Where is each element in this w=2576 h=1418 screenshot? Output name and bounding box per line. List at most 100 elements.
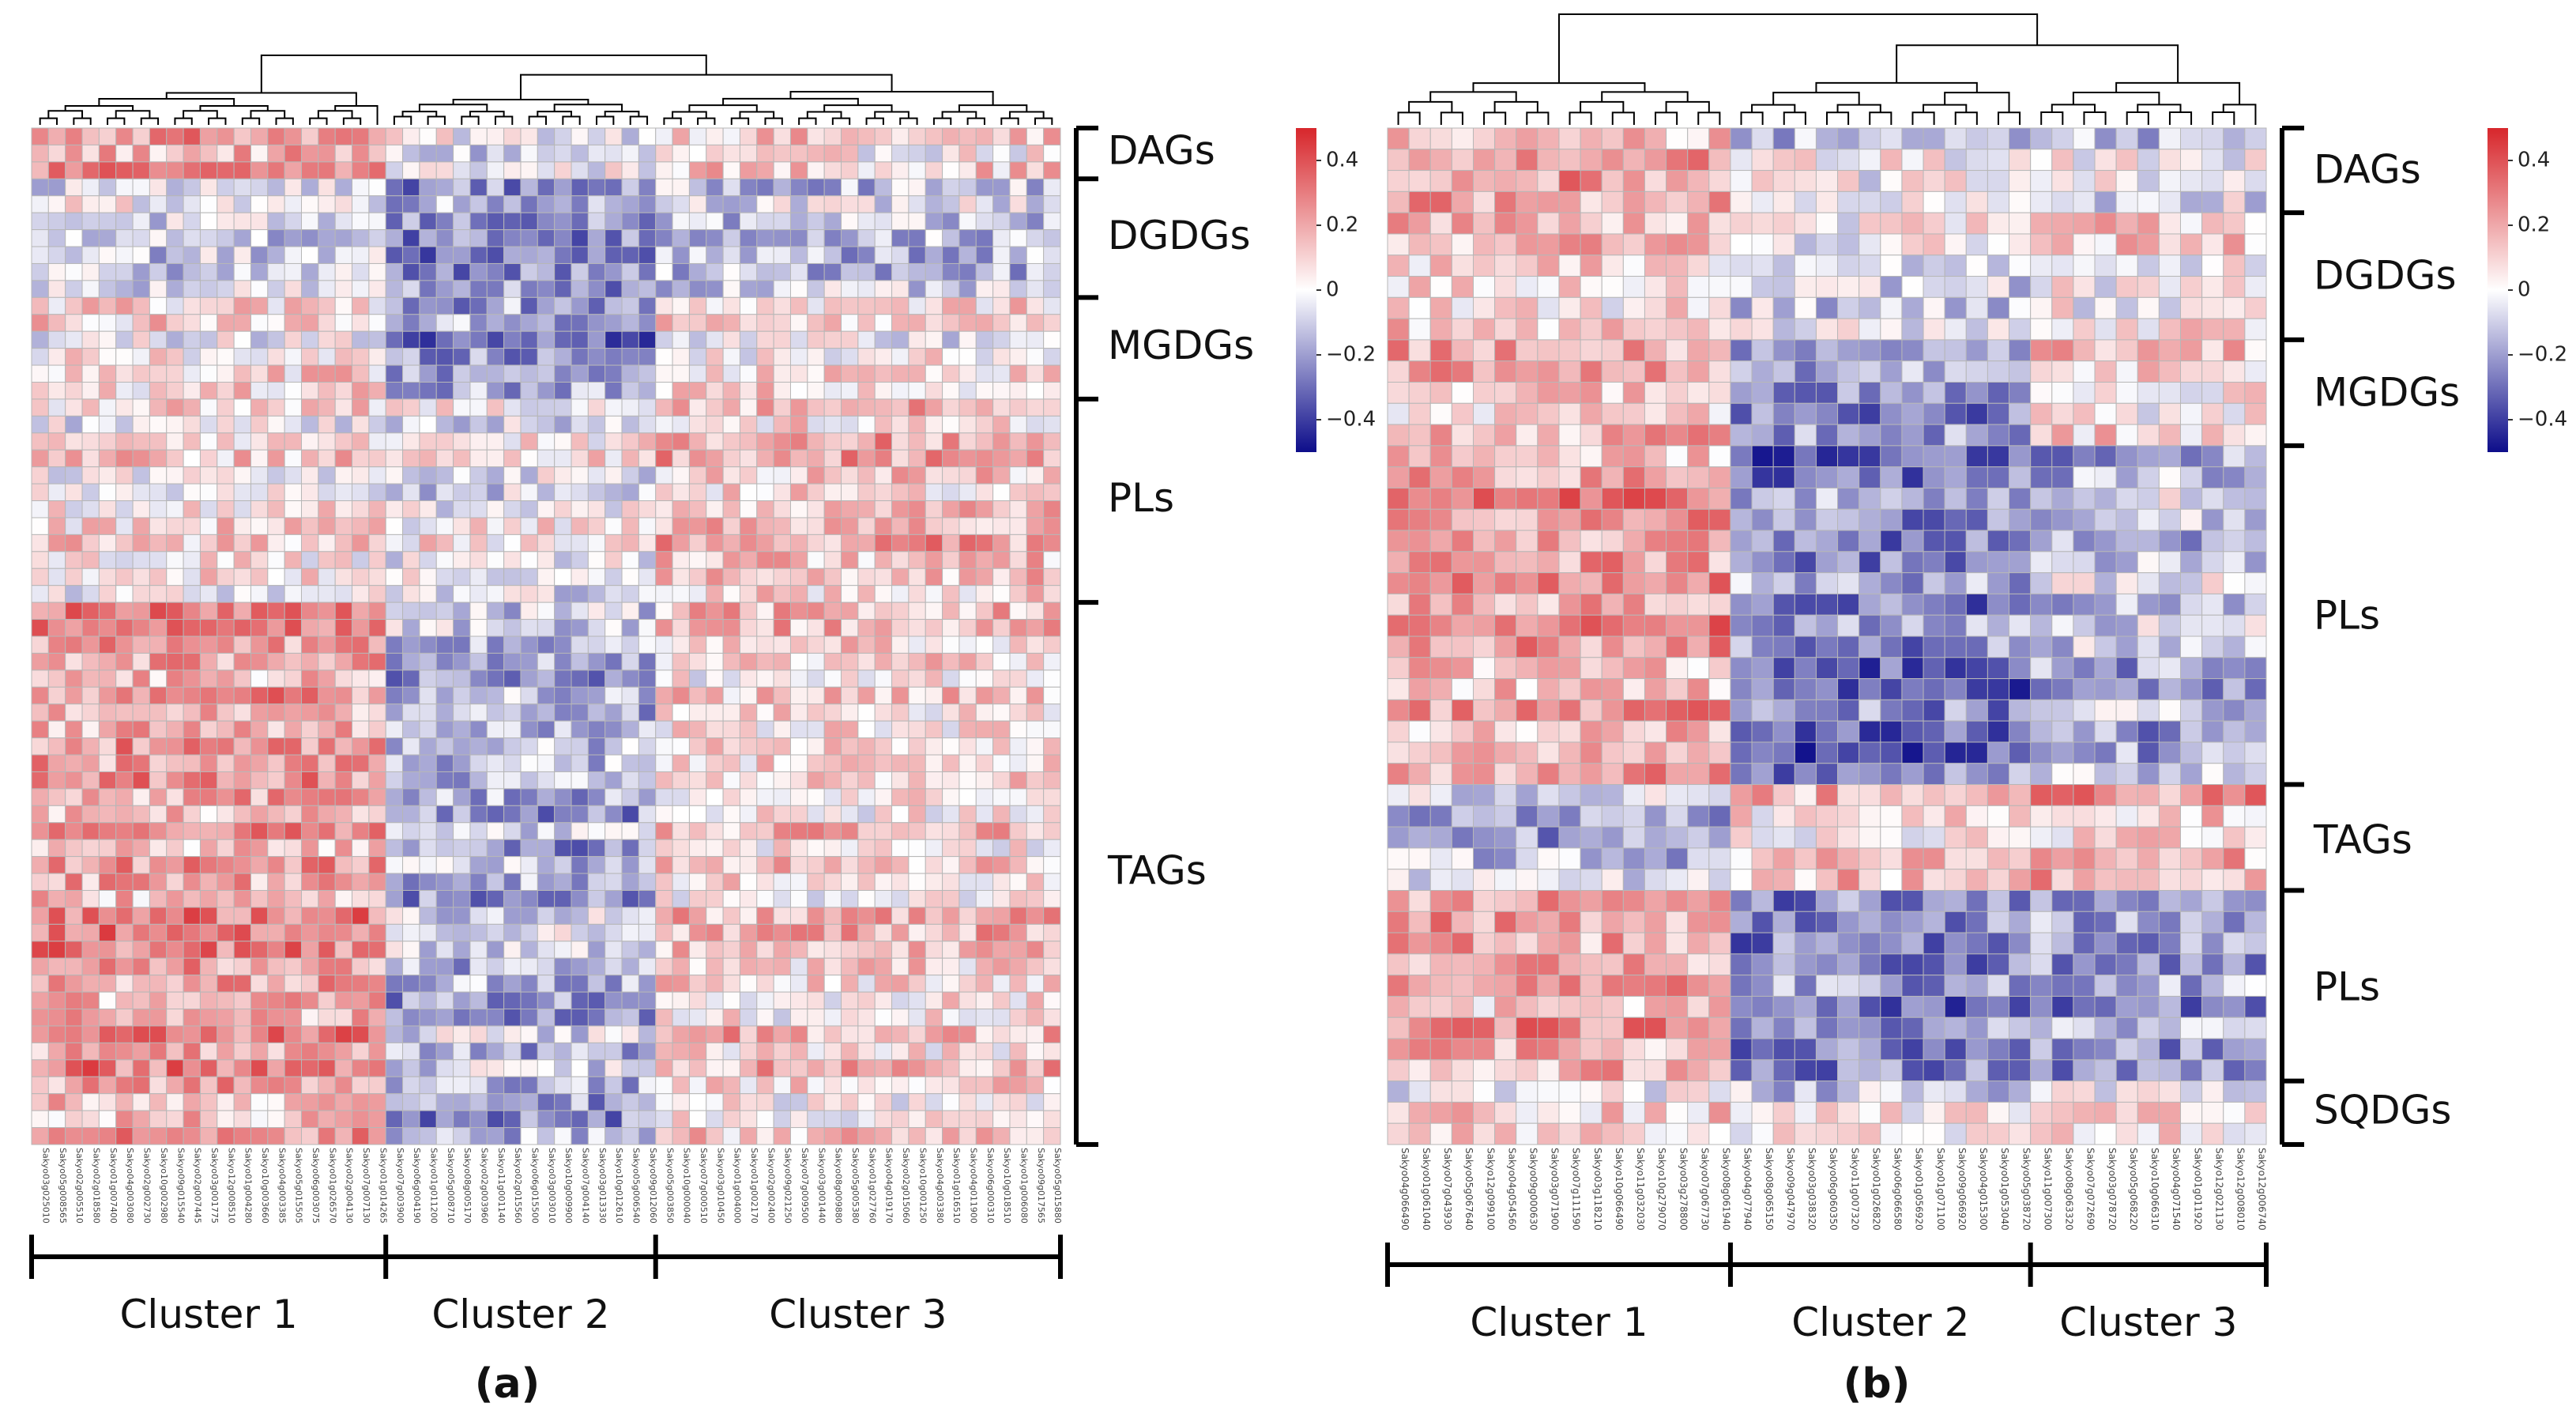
heatmap-cell — [688, 398, 707, 417]
heatmap-cell — [2223, 551, 2246, 574]
heatmap-cell — [267, 127, 285, 145]
heatmap-cell — [688, 382, 707, 400]
heatmap-cell — [975, 1025, 994, 1043]
heatmap-cell — [469, 1110, 488, 1129]
heatmap-cell — [739, 635, 758, 654]
heatmap-cell — [1772, 487, 1795, 510]
heatmap-cell — [250, 127, 269, 145]
heatmap-cell — [992, 364, 1011, 383]
heatmap-cell — [571, 1076, 589, 1095]
heatmap-cell — [183, 415, 201, 434]
heatmap-cell — [1880, 551, 1903, 574]
heatmap-cell — [958, 534, 977, 552]
heatmap-cell — [419, 178, 437, 197]
heatmap-cell — [132, 280, 150, 298]
dendrogram-link — [596, 115, 615, 125]
heatmap-cell — [1687, 233, 1710, 256]
heatmap-cell — [1009, 212, 1027, 231]
heatmap-cell — [587, 720, 606, 739]
heatmap-cell — [841, 652, 859, 671]
heatmap-cell — [672, 1110, 690, 1129]
heatmap-cell — [1408, 593, 1431, 616]
heatmap-cell — [874, 195, 893, 213]
heatmap-cell — [47, 805, 66, 824]
heatmap-cell — [688, 720, 707, 739]
heatmap-cell — [1516, 720, 1538, 743]
heatmap-cell — [217, 364, 235, 383]
heatmap-cell — [1794, 212, 1817, 235]
heatmap-cell — [672, 941, 690, 959]
heatmap-cell — [688, 635, 707, 654]
heatmap-cell — [571, 975, 589, 993]
heatmap-cell — [183, 923, 201, 942]
heatmap-cell — [1601, 530, 1624, 552]
heatmap-cell — [301, 517, 319, 535]
heatmap-cell — [621, 856, 639, 874]
heatmap-cell — [587, 534, 606, 552]
heatmap-cell — [132, 737, 150, 756]
heatmap-cell — [1880, 382, 1903, 404]
heatmap-cell — [233, 500, 251, 519]
heatmap-cell — [1965, 445, 1988, 468]
heatmap-cell — [2009, 678, 2032, 700]
heatmap-cell — [2030, 149, 2053, 172]
heatmap-cell — [199, 737, 218, 756]
heatmap-cell — [1751, 572, 1774, 594]
heatmap-cell — [368, 1076, 386, 1095]
heatmap-cell — [874, 1110, 893, 1129]
color-bar-tick-label: 0 — [1326, 278, 1339, 302]
heatmap-cell — [1558, 530, 1581, 552]
heatmap-cell — [857, 1059, 876, 1077]
heatmap-cell — [368, 771, 386, 790]
heatmap-cell — [1009, 466, 1027, 485]
heatmap-cell — [1901, 170, 1924, 192]
heatmap-cell — [166, 534, 184, 552]
heatmap-cell — [250, 890, 269, 908]
heatmap-cell — [284, 754, 303, 772]
heatmap-cell — [638, 348, 657, 366]
heatmap-cell — [284, 195, 303, 213]
heatmap-cell — [81, 144, 100, 163]
heatmap-cell — [908, 262, 926, 281]
heatmap-cell — [604, 262, 623, 281]
heatmap-cell — [1429, 382, 1452, 404]
heatmap-cell — [1880, 508, 1903, 531]
heatmap-cell — [149, 805, 168, 824]
heatmap-cell — [47, 923, 66, 942]
heatmap-cell — [166, 873, 184, 891]
column-dendrogram — [39, 55, 1053, 125]
heatmap-cell — [1580, 276, 1602, 298]
heatmap-cell — [217, 1076, 235, 1095]
heatmap-cell — [554, 1042, 572, 1061]
heatmap-cell — [1837, 466, 1860, 488]
heatmap-cell — [975, 330, 994, 349]
heatmap-cell — [47, 720, 66, 739]
heatmap-cell — [1923, 508, 1945, 531]
heatmap-cell — [841, 805, 859, 824]
heatmap-cell — [334, 1093, 353, 1111]
heatmap-cell — [1580, 255, 1602, 277]
dendrogram-link — [1034, 117, 1053, 125]
heatmap-cell — [823, 1093, 842, 1111]
heatmap-cell — [31, 534, 49, 552]
heatmap-cell — [1859, 424, 1881, 447]
column-label: Sakyo01g002170 — [749, 1148, 759, 1224]
heatmap-cell — [739, 280, 758, 298]
heatmap-cell — [1472, 360, 1496, 383]
heatmap-cell — [1815, 445, 1839, 468]
heatmap-cell — [655, 1110, 673, 1129]
heatmap-cell — [115, 398, 134, 417]
heatmap-cell — [352, 1110, 370, 1129]
heatmap-cell — [2180, 487, 2203, 510]
heatmap-cell — [31, 703, 49, 722]
heatmap-cell — [807, 330, 825, 349]
column-label: Sakyo10g012610 — [614, 1148, 624, 1224]
heatmap-cell — [925, 280, 943, 298]
heatmap-cell — [992, 720, 1011, 739]
heatmap-cell — [1794, 402, 1817, 425]
heatmap-cell — [166, 737, 184, 756]
heatmap-cell — [756, 669, 774, 688]
heatmap-cell — [537, 330, 555, 349]
heatmap-cell — [604, 127, 623, 145]
heatmap-cell — [537, 314, 555, 332]
